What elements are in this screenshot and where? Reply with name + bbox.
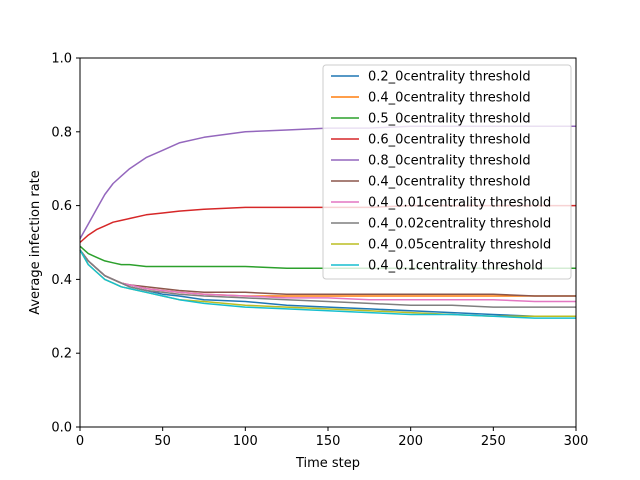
x-tick-label: 250: [481, 434, 506, 449]
x-tick-label: 200: [398, 434, 423, 449]
legend-entry-label: 0.4_0centrality threshold: [368, 91, 531, 106]
x-axis: 0 50 100 150 200 250 300: [76, 427, 589, 449]
legend: 0.2_0centrality threshold 0.4_0centrality…: [322, 64, 572, 280]
series-line-10: [79, 249, 576, 319]
y-axis-label: Average infection rate: [28, 170, 43, 315]
legend-entry-label: 0.2_0centrality threshold: [368, 70, 531, 85]
y-axis: 0.0 0.2 0.4 0.6 0.8 1.0: [51, 52, 80, 436]
x-tick-label: 50: [154, 434, 171, 449]
x-tick-label: 0: [76, 434, 84, 449]
x-axis-label: Time step: [295, 456, 360, 471]
legend-entry-label: 0.4_0.01centrality threshold: [368, 196, 551, 211]
y-tick-label: 1.0: [51, 52, 72, 67]
legend-entry-label: 0.5_0centrality threshold: [368, 112, 531, 127]
legend-entry-label: 0.4_0.1centrality threshold: [368, 259, 543, 274]
x-tick-label: 150: [316, 434, 341, 449]
legend-entry-label: 0.4_0.02centrality threshold: [368, 217, 551, 232]
series-line-8: [79, 249, 576, 308]
y-tick-label: 0.0: [51, 421, 72, 436]
y-tick-label: 0.4: [51, 273, 72, 288]
legend-entry-label: 0.8_0centrality threshold: [368, 154, 531, 169]
legend-entry-label: 0.6_0centrality threshold: [368, 133, 531, 148]
y-tick-label: 0.6: [51, 199, 72, 214]
x-tick-label: 300: [564, 434, 589, 449]
legend-box: [322, 64, 572, 280]
series-layer: [79, 125, 576, 319]
y-tick-label: 0.8: [51, 125, 72, 140]
x-tick-label: 100: [233, 434, 258, 449]
legend-entry-label: 0.4_0centrality threshold: [368, 175, 531, 190]
y-tick-label: 0.2: [51, 347, 72, 362]
legend-entry-label: 0.4_0.05centrality threshold: [368, 238, 551, 253]
